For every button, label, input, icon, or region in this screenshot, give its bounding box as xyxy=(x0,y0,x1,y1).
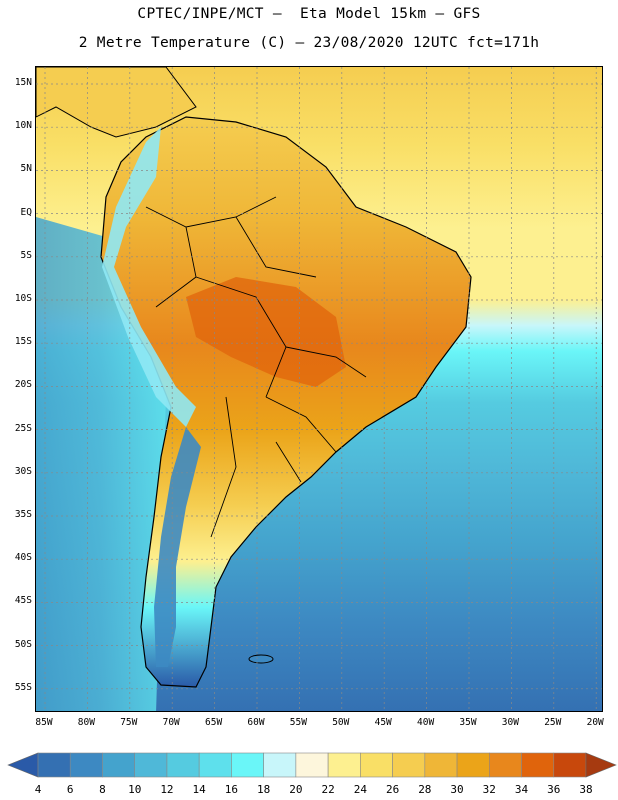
andes-ridge xyxy=(102,127,196,427)
lat-label: 10N xyxy=(14,120,32,132)
map-subtitle: 2 Metre Temperature (C) – 23/08/2020 12U… xyxy=(78,35,540,51)
lon-label: 65W xyxy=(205,717,223,728)
colorbar-value: 12 xyxy=(160,783,174,796)
colorbar-swatch xyxy=(295,752,329,778)
colorbar-value: 38 xyxy=(579,783,593,796)
lat-label: 45S xyxy=(14,595,32,607)
map-panel xyxy=(35,66,603,712)
lon-label: 55W xyxy=(289,717,307,728)
colorbar-swatch xyxy=(521,752,555,778)
colorbar-swatch xyxy=(553,752,587,778)
colorbar-right-arrow xyxy=(585,752,617,778)
falkland-islands xyxy=(248,654,274,664)
colorbar-value: 24 xyxy=(353,783,367,796)
lat-label: 15N xyxy=(14,77,32,88)
colorbar-swatch xyxy=(392,752,426,778)
colorbar-swatch xyxy=(102,752,136,778)
lon-label: 25W xyxy=(544,717,562,728)
lon-label: 30W xyxy=(501,717,519,728)
lat-label: 55S xyxy=(14,681,32,693)
lat-label: 40S xyxy=(14,552,32,564)
colorbar-value: 34 xyxy=(514,783,529,796)
colorbar-value: 20 xyxy=(289,783,303,796)
colorbar-swatch xyxy=(263,752,297,778)
lon-label: 20W xyxy=(586,717,604,728)
colorbar xyxy=(7,752,617,778)
southern-andes xyxy=(154,427,201,667)
colorbar-value: 28 xyxy=(418,783,432,796)
colorbar-value: 36 xyxy=(547,783,561,796)
lat-label: 50S xyxy=(14,638,32,650)
lon-label: 75W xyxy=(120,717,138,728)
lon-label: 35W xyxy=(459,717,477,728)
colorbar-swatch xyxy=(231,752,264,778)
colorbar-swatch xyxy=(198,752,232,778)
colorbar-swatch xyxy=(37,752,71,778)
lon-label: 85W xyxy=(35,717,53,728)
south-america-land xyxy=(100,116,472,688)
lon-label: 60W xyxy=(247,717,265,728)
lon-label: 70W xyxy=(162,717,180,728)
colorbar-swatch xyxy=(166,752,200,778)
lon-label: 40W xyxy=(417,717,435,728)
lat-label: 5S xyxy=(20,249,32,261)
lon-label: 80W xyxy=(77,717,95,728)
colorbar-value: 30 xyxy=(450,783,464,796)
lat-label: 15S xyxy=(14,336,32,348)
colorbar-swatch xyxy=(488,752,522,778)
colorbar-swatch xyxy=(327,752,361,778)
central-america-land xyxy=(36,67,197,138)
colorbar-swatch xyxy=(360,752,393,778)
colorbar-value: 32 xyxy=(482,783,496,796)
colorbar-value: 10 xyxy=(128,783,142,796)
colorbar-swatch xyxy=(134,752,168,778)
colorbar-value: 18 xyxy=(257,783,271,796)
hot-core-region xyxy=(186,277,346,387)
lat-label: 20S xyxy=(14,379,32,391)
lat-label: 25S xyxy=(14,422,32,434)
colorbar-swatch xyxy=(69,752,103,778)
colorbar-value: 4 xyxy=(34,783,42,796)
colorbar-value: 6 xyxy=(66,783,74,796)
lat-label: 30S xyxy=(14,465,32,477)
lon-label: 45W xyxy=(374,717,392,728)
lat-label: 5N xyxy=(20,163,32,175)
colorbar-swatch xyxy=(456,752,490,778)
lon-label: 50W xyxy=(332,717,350,728)
colorbar-value: 16 xyxy=(224,783,239,796)
lat-label: EQ xyxy=(20,206,32,218)
lat-label: 10S xyxy=(14,293,32,304)
colorbar-value: 8 xyxy=(99,783,106,796)
map-title: CPTEC/INPE/MCT – Eta Model 15km – GFS xyxy=(137,6,481,22)
colorbar-swatch xyxy=(424,752,458,778)
colorbar-left-arrow xyxy=(7,752,39,778)
lat-label: 35S xyxy=(14,509,32,520)
colorbar-value: 22 xyxy=(321,783,335,796)
temperature-map xyxy=(36,67,602,711)
colorbar-value: 14 xyxy=(192,783,206,796)
colorbar-value: 26 xyxy=(385,783,400,796)
